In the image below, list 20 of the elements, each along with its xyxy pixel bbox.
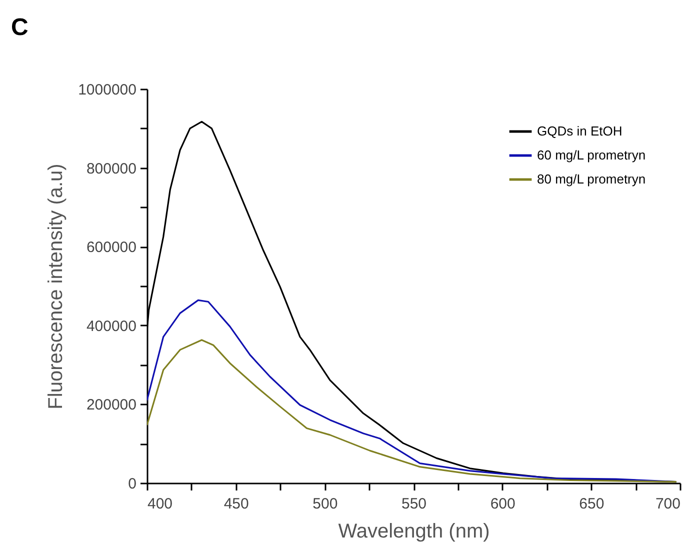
y-tick-label: 800000	[86, 160, 136, 178]
x-tick-label: 550	[401, 496, 427, 512]
line-series	[147, 339, 678, 483]
legend-label: 60 mg/L prometryn	[537, 148, 646, 162]
x-tick-label: 450	[224, 496, 249, 512]
y-tick-label: 400000	[86, 318, 136, 335]
x-tick-label: 500	[312, 496, 338, 512]
y-tick-label: 200000	[86, 396, 136, 414]
x-tick-label: 700	[655, 496, 680, 512]
x-tick-label: 600	[490, 496, 516, 512]
y-tick-label: 1000000	[78, 82, 136, 98]
x-tick-label: 650	[579, 496, 604, 512]
y-axis-title: Fluorescence intensity (a.u)	[45, 164, 68, 410]
y-tick-label: 0	[128, 476, 136, 492]
legend-label: GQDs in EtOH	[537, 124, 622, 138]
legend-label: 80 mg/L prometryn	[537, 172, 646, 186]
y-tick-label: 600000	[86, 239, 136, 256]
chart-title: C	[11, 14, 28, 41]
x-axis-title: Wavelength (nm)	[338, 520, 490, 542]
x-tick-label: 400	[148, 496, 173, 512]
